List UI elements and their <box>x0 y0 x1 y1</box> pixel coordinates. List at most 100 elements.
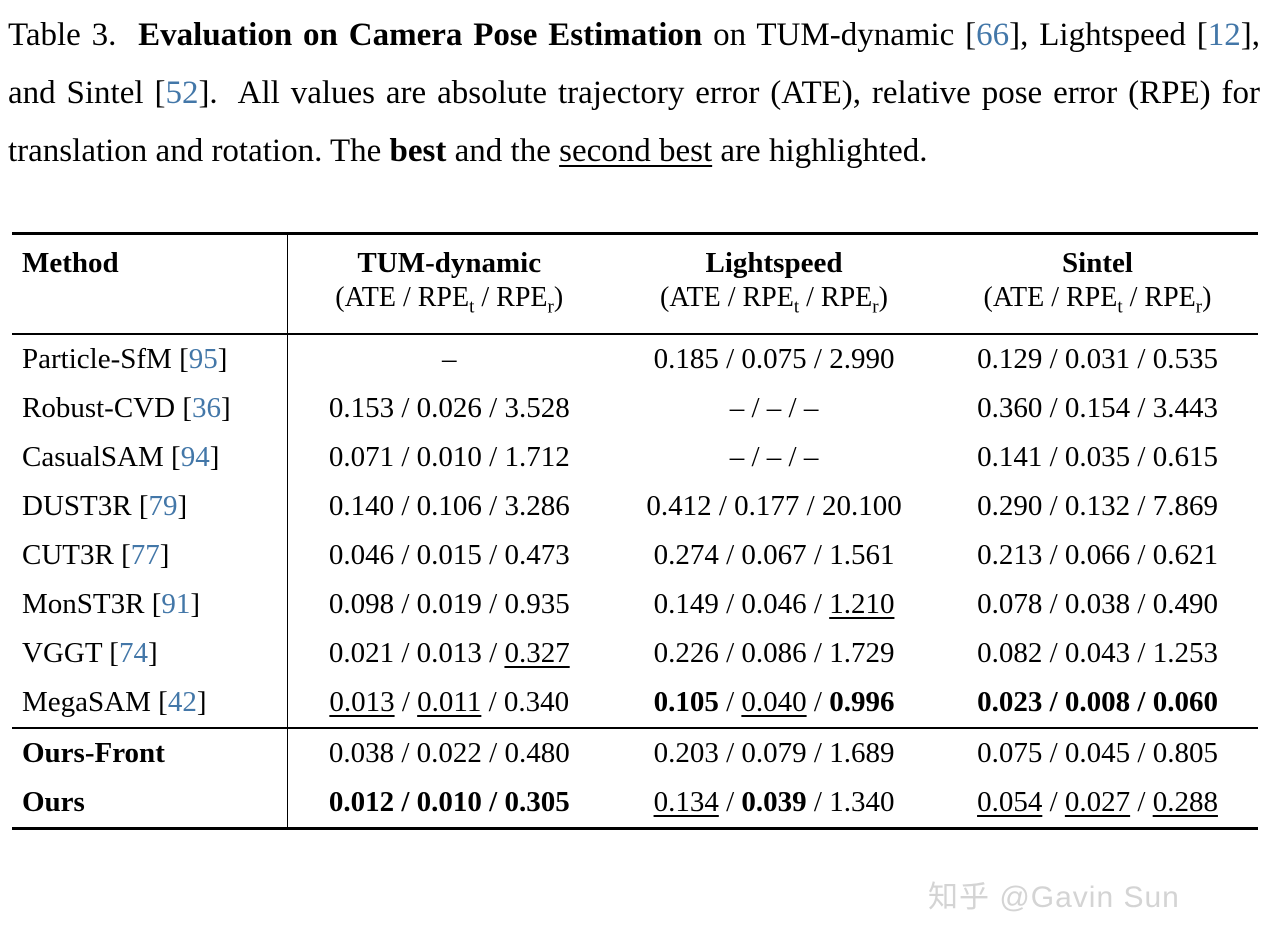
value-separator: / <box>1130 342 1153 375</box>
value-separator: / <box>806 587 830 620</box>
value-separator: / <box>799 489 822 522</box>
metric-value: 0.153 <box>328 391 395 424</box>
value-separator: / <box>394 489 417 522</box>
metric-value: 0.038 <box>1064 587 1131 620</box>
metric-value: 0.046 <box>328 538 395 571</box>
citation-bracket: [ <box>150 685 168 718</box>
value-separator: / <box>481 391 505 424</box>
value-separator: / <box>1130 440 1153 473</box>
metric-value: 1.712 <box>504 440 570 473</box>
method-cell: MegaSAM [42] <box>12 677 288 729</box>
table-row: DUST3R [79] 0.140 / 0.106 / 3.286 0.412 / … <box>12 481 1258 531</box>
metric-value: 0.038 <box>328 736 395 769</box>
metric-value: – <box>729 391 745 424</box>
citation-number[interactable]: 77 <box>130 538 160 571</box>
header-row: Method TUM-dynamic Lightspeed Sintel <box>12 233 1258 335</box>
metric-value: – <box>729 440 745 473</box>
method-name: CUT3R <box>22 538 114 571</box>
method-cell: MonST3R [91] <box>12 579 288 629</box>
citation-number[interactable]: 94 <box>180 440 210 473</box>
citation-number[interactable]: 52 <box>165 75 199 111</box>
method-name: Ours-Front <box>22 736 165 769</box>
citation-number[interactable]: 66 <box>976 17 1010 53</box>
caption-text: on TUM-dynamic [ <box>702 17 977 53</box>
subheader-text: (ATE / RPE <box>335 282 470 313</box>
results-table: Method TUM-dynamic Lightspeed Sintel (AT… <box>12 232 1258 830</box>
value-separator: / <box>1042 342 1065 375</box>
metric-value: 0.305 <box>504 785 570 818</box>
metric-value: 3.528 <box>504 391 570 424</box>
value-separator: / <box>718 685 742 718</box>
citation-bracket: ] <box>190 587 201 620</box>
value-separator: / <box>718 785 742 818</box>
value-separator: / <box>806 538 830 571</box>
metric-value: 0.154 <box>1064 391 1131 424</box>
citation-number[interactable]: 12 <box>1207 17 1241 53</box>
table-row: CUT3R [77] 0.046 / 0.015 / 0.473 0.274 / 0… <box>12 530 1258 580</box>
metric-value: 0.996 <box>829 685 895 718</box>
metric-value: 0.012 <box>328 785 395 818</box>
metric-value: 0.079 <box>741 736 807 769</box>
metric-value: – <box>803 391 819 424</box>
method-cell: Particle-SfM [95] <box>12 333 288 384</box>
metric-value: 0.046 <box>741 587 807 620</box>
value-separator: / <box>1130 489 1153 522</box>
metric-value: 0.039 <box>741 785 807 818</box>
metric-value: 0.071 <box>328 440 395 473</box>
value-separator: / <box>718 636 742 669</box>
metric-value: 1.210 <box>829 587 895 620</box>
subheader-lightspeed: (ATE / RPEt / RPEr) <box>611 282 937 335</box>
metric-value: 0.140 <box>328 489 395 522</box>
citation-number[interactable]: 79 <box>148 489 178 522</box>
metric-value: 0.031 <box>1064 342 1131 375</box>
value-separator: / <box>1130 587 1153 620</box>
subheader-text: ) <box>878 282 888 313</box>
method-cell: Robust-CVD [36] <box>12 383 288 433</box>
citation-bracket: ] <box>196 685 207 718</box>
citation-number[interactable]: 36 <box>192 391 221 424</box>
citation-number[interactable]: 42 <box>167 685 197 718</box>
citation-number[interactable]: 74 <box>118 636 148 669</box>
citation-bracket: [ <box>175 391 192 424</box>
citation-number[interactable]: 95 <box>188 342 218 375</box>
subheader-text: (ATE / RPE <box>660 282 794 313</box>
value-cell: 0.153 / 0.026 / 3.528 <box>287 384 611 433</box>
value-cell: 0.038 / 0.022 / 0.480 <box>287 728 611 778</box>
metric-value: 0.288 <box>1152 785 1218 818</box>
metric-value: 0.015 <box>416 538 482 571</box>
table-row: Robust-CVD [36] 0.153 / 0.026 / 3.528– / … <box>12 383 1258 433</box>
caption-text: best <box>389 133 447 169</box>
table-row: VGGT [74] 0.021 / 0.013 / 0.327 0.226 / 0.… <box>12 628 1258 678</box>
value-separator: / <box>1042 636 1065 669</box>
value-cell: – <box>287 334 611 384</box>
citation-bracket: ] <box>209 440 220 473</box>
caption-text: Table 3. <box>8 17 139 53</box>
method-name: CasualSAM <box>22 440 164 473</box>
metric-value: – <box>766 391 782 424</box>
subscript-r: r <box>547 296 554 318</box>
value-cell: 0.023 / 0.008 / 0.060 <box>937 677 1258 729</box>
table-body-ours: Ours-Front 0.038 / 0.022 / 0.480 0.203 / 0… <box>12 727 1258 829</box>
method-cell: Ours-Front <box>12 727 288 778</box>
value-separator: / <box>394 538 417 571</box>
value-separator: / <box>394 736 417 769</box>
value-separator: / <box>481 785 505 818</box>
citation-bracket: ] <box>217 342 228 375</box>
metric-value: 0.106 <box>416 489 482 522</box>
metric-value: 1.561 <box>829 538 895 571</box>
citation-bracket: [ <box>144 587 162 620</box>
value-cell: 0.290 / 0.132 / 7.869 <box>937 482 1258 531</box>
method-name: DUST3R <box>22 489 132 522</box>
value-separator: / <box>1130 685 1153 718</box>
subheader-sintel: (ATE / RPEt / RPEr) <box>937 282 1258 335</box>
value-cell: 0.078 / 0.038 / 0.490 <box>937 580 1258 629</box>
value-separator: / <box>718 587 742 620</box>
metric-value: 0.067 <box>741 538 807 571</box>
metric-value: 0.078 <box>977 587 1043 620</box>
table-caption: Table 3. Evaluation on Camera Pose Estim… <box>8 6 1260 180</box>
citation-number[interactable]: 91 <box>161 587 191 620</box>
metric-value: 0.054 <box>977 785 1043 818</box>
metric-value: 0.213 <box>977 538 1043 571</box>
subheader-text: / RPE <box>799 282 873 313</box>
caption-text: are highlighted. <box>712 133 928 169</box>
